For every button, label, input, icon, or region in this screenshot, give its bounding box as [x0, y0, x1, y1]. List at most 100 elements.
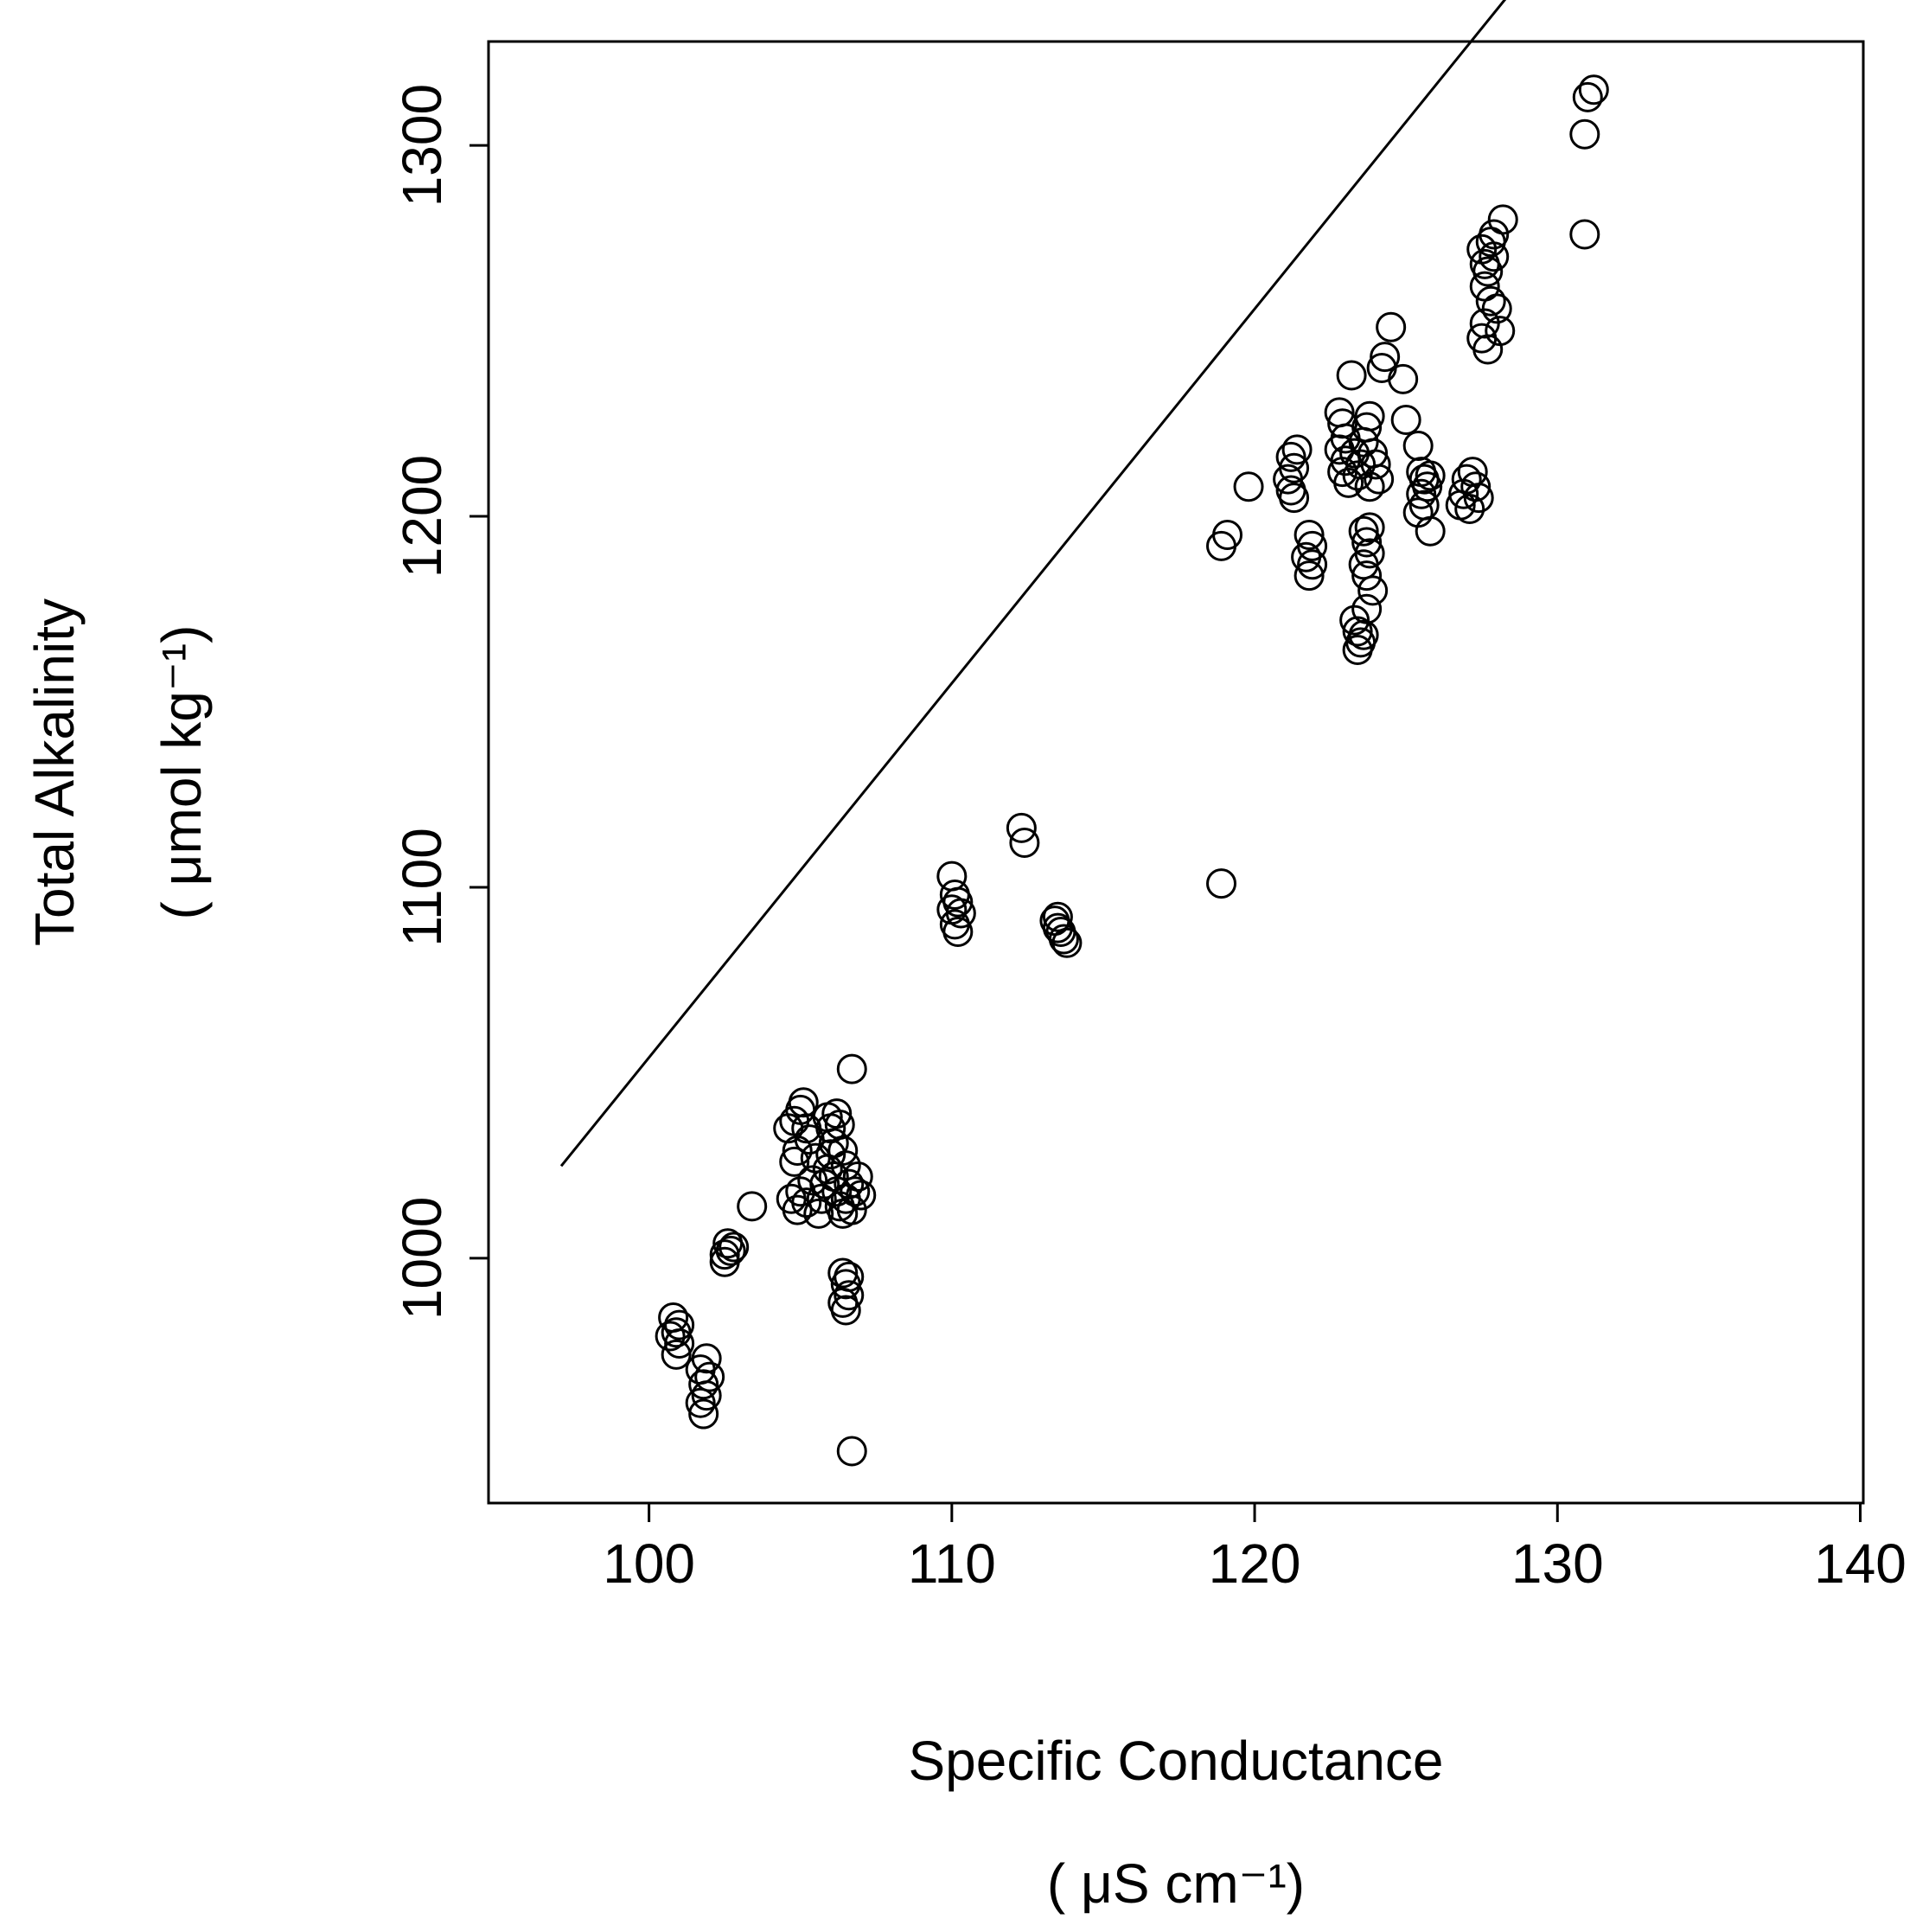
- data-point: [1487, 204, 1518, 235]
- data-point: [1212, 519, 1243, 550]
- data-point: [1479, 219, 1510, 250]
- data-point: [840, 1176, 871, 1207]
- x-tick-label: 100: [603, 1532, 695, 1595]
- data-point: [1279, 483, 1310, 514]
- data-point: [1275, 441, 1306, 472]
- data-point: [1206, 868, 1237, 899]
- data-point: [1481, 293, 1512, 324]
- data-point: [1342, 460, 1373, 491]
- data-point: [1354, 471, 1385, 502]
- data-point: [1351, 560, 1383, 592]
- data-point: [694, 1361, 725, 1392]
- data-point: [1042, 901, 1073, 932]
- data-point: [709, 1246, 740, 1277]
- data-point: [685, 1387, 716, 1418]
- x-axis-label: Specific Conductance: [908, 1730, 1443, 1792]
- data-point: [691, 1380, 722, 1411]
- data-point: [836, 1194, 867, 1225]
- data-point: [1415, 460, 1446, 491]
- x-tick-label: 120: [1209, 1532, 1301, 1595]
- data-point: [1569, 219, 1600, 250]
- data-point: [1569, 118, 1600, 150]
- data-point: [1327, 408, 1358, 439]
- data-point: [824, 1109, 855, 1140]
- data-point: [1364, 464, 1395, 495]
- y-axis-units: ( μmol kg⁻¹): [150, 625, 213, 920]
- data-point: [1051, 927, 1083, 958]
- data-point: [1351, 593, 1383, 624]
- data-point: [842, 1161, 873, 1193]
- data-point: [797, 1165, 828, 1196]
- data-point: [836, 1053, 867, 1084]
- data-point: [1412, 471, 1443, 502]
- data-point: [846, 1180, 877, 1211]
- data-point: [936, 860, 968, 892]
- data-point: [1406, 478, 1437, 509]
- data-point: [1339, 605, 1370, 636]
- x-axis-units: ( μS cm⁻¹): [1047, 1852, 1305, 1915]
- data-point: [1354, 512, 1385, 543]
- data-point: [1233, 471, 1264, 502]
- data-point: [1342, 634, 1373, 665]
- data-point: [1342, 616, 1373, 647]
- data-point: [1388, 363, 1419, 394]
- data-point: [1348, 515, 1379, 547]
- data-point: [834, 1280, 865, 1311]
- data-point: [1454, 493, 1485, 524]
- data-point: [1293, 519, 1325, 550]
- data-point: [834, 1261, 865, 1292]
- data-point: [664, 1328, 695, 1359]
- data-point: [788, 1087, 819, 1118]
- data-point: [779, 1146, 810, 1177]
- data-point: [827, 1257, 859, 1289]
- data-point: [1469, 248, 1500, 279]
- data-point: [942, 916, 974, 947]
- data-point: [1297, 549, 1328, 580]
- data-point: [782, 1194, 813, 1225]
- data-point: [1376, 311, 1407, 342]
- plot-frame: [487, 40, 1865, 1505]
- data-point: [1402, 431, 1434, 462]
- data-point: [1460, 471, 1491, 502]
- data-point: [1390, 405, 1421, 436]
- data-point: [1485, 316, 1516, 347]
- data-point: [1351, 527, 1383, 558]
- data-point: [1370, 342, 1401, 373]
- x-axis: 100 110 120 130 140: [603, 1501, 1907, 1595]
- data-point: [1357, 575, 1389, 606]
- data-point: [1336, 360, 1367, 391]
- data-point: [1273, 464, 1304, 495]
- data-point: [782, 1136, 813, 1167]
- y-axis: 1000 1100 1200 1300: [391, 84, 490, 1320]
- y-tick-label: 1100: [391, 828, 453, 947]
- data-point: [830, 1150, 861, 1181]
- data-point: [803, 1198, 834, 1229]
- data-point: [1281, 434, 1313, 465]
- data-point: [821, 1098, 853, 1129]
- data-point: [1360, 449, 1391, 480]
- data-point: [1578, 74, 1609, 106]
- data-point: [719, 1231, 750, 1263]
- data-point: [1354, 400, 1385, 432]
- x-tick-label: 140: [1814, 1532, 1907, 1595]
- data-point: [815, 1139, 846, 1170]
- x-tick-label: 130: [1511, 1532, 1604, 1595]
- data-point: [827, 1136, 859, 1167]
- data-point: [1348, 619, 1379, 650]
- regression-line: [559, 0, 1507, 1168]
- data-point: [661, 1339, 692, 1370]
- y-tick-label: 1300: [391, 84, 453, 207]
- data-point: [737, 1191, 768, 1222]
- data-point: [1463, 483, 1494, 514]
- data-point: [836, 1436, 867, 1467]
- data-point: [1415, 515, 1446, 547]
- data-point: [791, 1187, 822, 1219]
- y-tick-label: 1200: [391, 455, 453, 578]
- y-axis-label: Total Alkalinity: [23, 598, 86, 946]
- data-point: [1009, 827, 1040, 858]
- data-point: [834, 1168, 865, 1200]
- data-point: [1348, 549, 1379, 580]
- data-point: [1291, 541, 1322, 573]
- data-point: [688, 1369, 719, 1400]
